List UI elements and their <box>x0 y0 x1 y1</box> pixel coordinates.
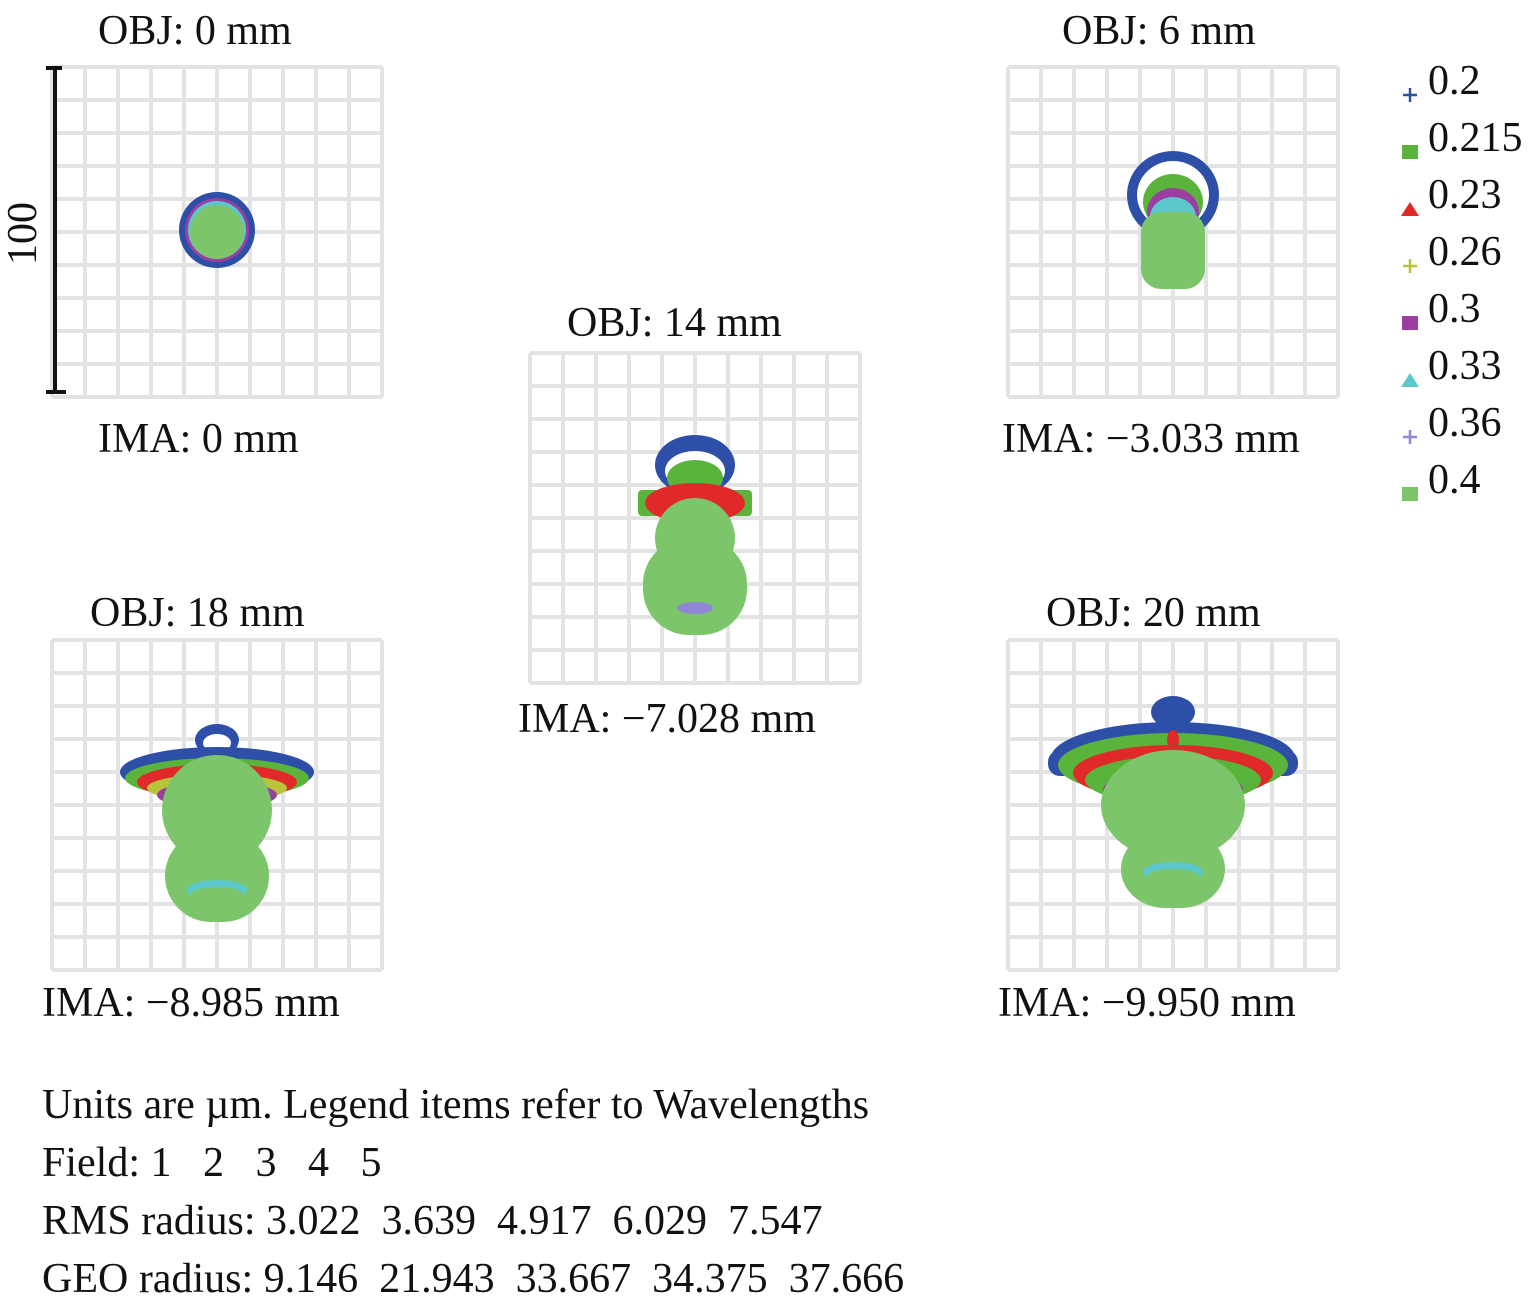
legend-item: 0.23 <box>1398 174 1502 216</box>
spot-cluster <box>1167 730 1179 750</box>
spot-cluster <box>191 887 243 901</box>
spot-cluster <box>190 205 244 259</box>
legend-item: 0.36 <box>1398 402 1502 444</box>
panel-3-obj-label: OBJ: 14 mm <box>567 300 782 346</box>
spot-cluster <box>1141 212 1205 289</box>
spot-panel-1 <box>50 65 384 399</box>
triangle-marker-icon <box>1398 356 1422 387</box>
spot-panel-5 <box>1006 638 1340 972</box>
panel-1-obj-label: OBJ: 0 mm <box>98 8 292 54</box>
panel-3-ima-label: IMA: −7.028 mm <box>518 696 816 742</box>
footer-rms-radius: RMS radius: 3.022 3.639 4.917 6.029 7.54… <box>42 1198 823 1244</box>
panel-4-ima-label: IMA: −8.985 mm <box>42 980 340 1026</box>
panel-1-ima-label: IMA: 0 mm <box>98 416 299 462</box>
square-marker-icon <box>1398 299 1422 330</box>
legend-item: 0.4 <box>1398 459 1481 501</box>
spot-cluster <box>677 602 713 614</box>
square-marker-icon <box>1398 470 1422 501</box>
legend-item: 0.215 <box>1398 117 1523 159</box>
legend-label: 0.23 <box>1428 172 1502 218</box>
panel-5-ima-label: IMA: −9.950 mm <box>998 980 1296 1026</box>
panel-4-obj-label: OBJ: 18 mm <box>90 590 305 636</box>
legend-label: 0.33 <box>1428 343 1502 389</box>
footer-geo-radius: GEO radius: 9.146 21.943 33.667 34.375 3… <box>42 1256 905 1302</box>
legend-label: 0.3 <box>1428 286 1481 332</box>
legend-item: 0.3 <box>1398 288 1481 330</box>
spot-cluster <box>1147 869 1199 883</box>
scale-bar-label: 100 <box>0 202 46 265</box>
legend-item: 0.33 <box>1398 345 1502 387</box>
spot-cluster <box>643 538 747 635</box>
square-marker-icon <box>1398 128 1422 159</box>
spot-cluster <box>1101 750 1245 860</box>
spot-panel-3 <box>528 351 862 685</box>
panel-2-ima-label: IMA: −3.033 mm <box>1002 416 1300 462</box>
spot-panel-2 <box>1006 65 1340 399</box>
footer-field: Field: 1 2 3 4 5 <box>42 1140 382 1186</box>
plus-marker-icon <box>1398 242 1422 273</box>
spot-panel-4 <box>50 638 384 972</box>
legend-label: 0.2 <box>1428 58 1481 104</box>
legend-label: 0.36 <box>1428 400 1502 446</box>
triangle-marker-icon <box>1398 185 1422 216</box>
spot-cluster <box>165 830 269 922</box>
legend-label: 0.4 <box>1428 457 1481 503</box>
spot-cluster <box>1151 696 1195 728</box>
panel-5-obj-label: OBJ: 20 mm <box>1046 590 1261 636</box>
panel-2-obj-label: OBJ: 6 mm <box>1062 8 1256 54</box>
footer-units: Units are µm. Legend items refer to Wave… <box>42 1082 870 1128</box>
plus-marker-icon <box>1398 71 1422 102</box>
legend-item: 0.2 <box>1398 60 1481 102</box>
plus-marker-icon <box>1398 413 1422 444</box>
legend-label: 0.26 <box>1428 229 1502 275</box>
legend-label: 0.215 <box>1428 115 1523 161</box>
legend-item: 0.26 <box>1398 231 1502 273</box>
